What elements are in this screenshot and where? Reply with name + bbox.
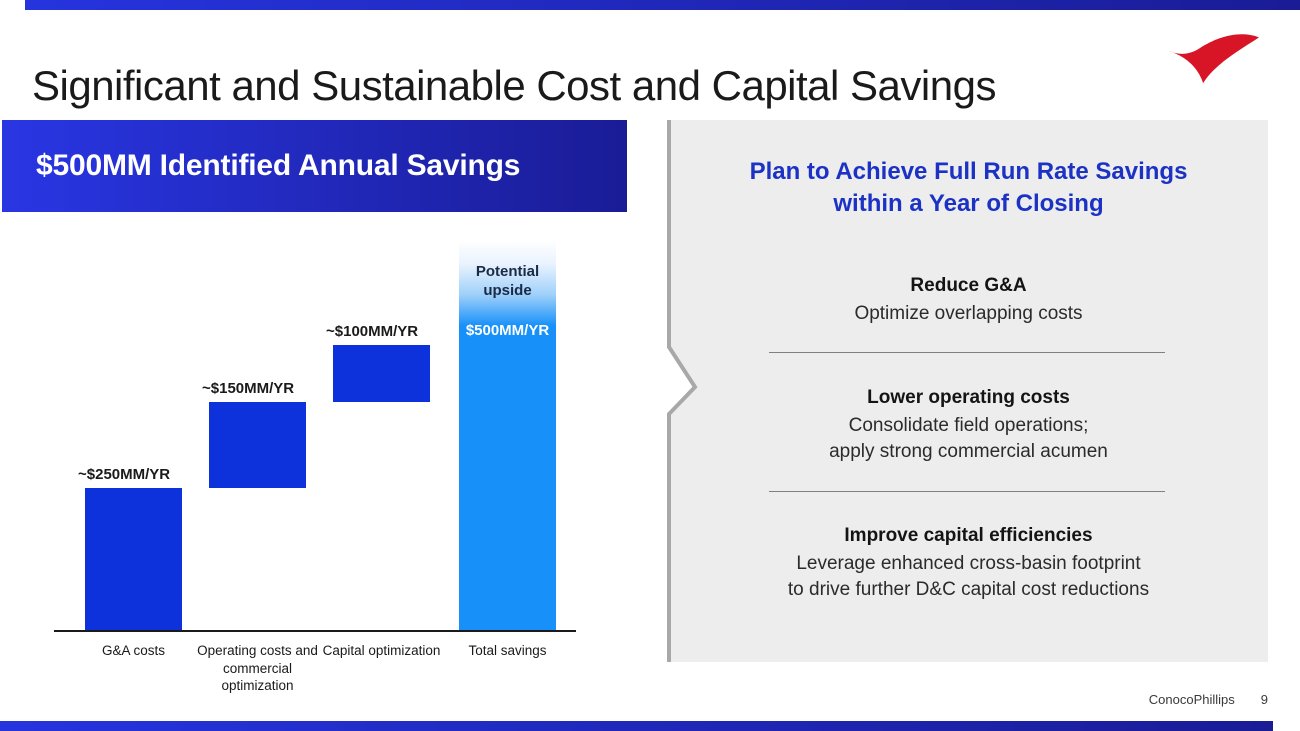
panel-heading-line-2: within a Year of Closing <box>833 190 1104 217</box>
category-label-1: G&A costs <box>101 643 166 658</box>
footer-page-number: 9 <box>1260 692 1268 707</box>
slide-title: Significant and Sustainable Cost and Cap… <box>32 62 996 110</box>
chart-bar-3 <box>333 345 430 402</box>
chart-bar-1 <box>85 487 182 630</box>
footer-brand: ConocoPhillips <box>1148 692 1235 707</box>
top-accent-bar <box>25 0 1300 10</box>
bar-value-label-4: $500MM/YR <box>465 322 550 339</box>
run-rate-panel: Plan to Achieve Full Run Rate Savings wi… <box>669 120 1268 662</box>
bar-value-label-2: ~$150MM/YR <box>202 380 295 397</box>
section-title-lower-operating-costs: Lower operating costs <box>867 387 1070 408</box>
savings-waterfall-chart: ~$250MM/YR G&A costs ~$150MM/YR Operating c… <box>54 240 576 693</box>
section-divider-1 <box>769 352 1165 353</box>
chart-x-axis <box>54 630 576 632</box>
slide-footer: ConocoPhillips 9 <box>1149 692 1268 707</box>
section-body-improve-capital-efficiencies: Leverage enhanced cross-basin footprint t… <box>787 553 1150 600</box>
conocophillips-logo-icon <box>1168 34 1259 84</box>
panel-heading: Plan to Achieve Full Run Rate Savings wi… <box>669 156 1268 220</box>
section-body-lower-operating-costs: Consolidate field operations; apply stron… <box>829 415 1108 462</box>
category-label-3: Capital optimization <box>322 643 441 658</box>
potential-upside-label: Potential upside <box>475 263 540 299</box>
bottom-accent-bar <box>0 721 1273 731</box>
chart-bar-4 <box>459 240 556 630</box>
identified-savings-banner: $500MM Identified Annual Savings <box>2 120 627 212</box>
section-divider-2 <box>769 491 1165 492</box>
category-label-2: Operating costs and commercial optimizat… <box>197 643 318 693</box>
chart-bar-2 <box>209 402 306 488</box>
section-title-improve-capital-efficiencies: Improve capital efficiencies <box>844 525 1093 546</box>
category-label-4: Total savings <box>468 643 547 658</box>
panel-heading-line-1: Plan to Achieve Full Run Rate Savings <box>749 158 1188 185</box>
identified-savings-banner-text: $500MM Identified Annual Savings <box>36 149 521 182</box>
bar-value-label-1: ~$250MM/YR <box>78 465 171 483</box>
bar-value-label-3: ~$100MM/YR <box>326 323 419 340</box>
section-body-reduce-ga: Optimize overlapping costs <box>854 303 1083 324</box>
section-title-reduce-ga: Reduce G&A <box>910 275 1027 296</box>
